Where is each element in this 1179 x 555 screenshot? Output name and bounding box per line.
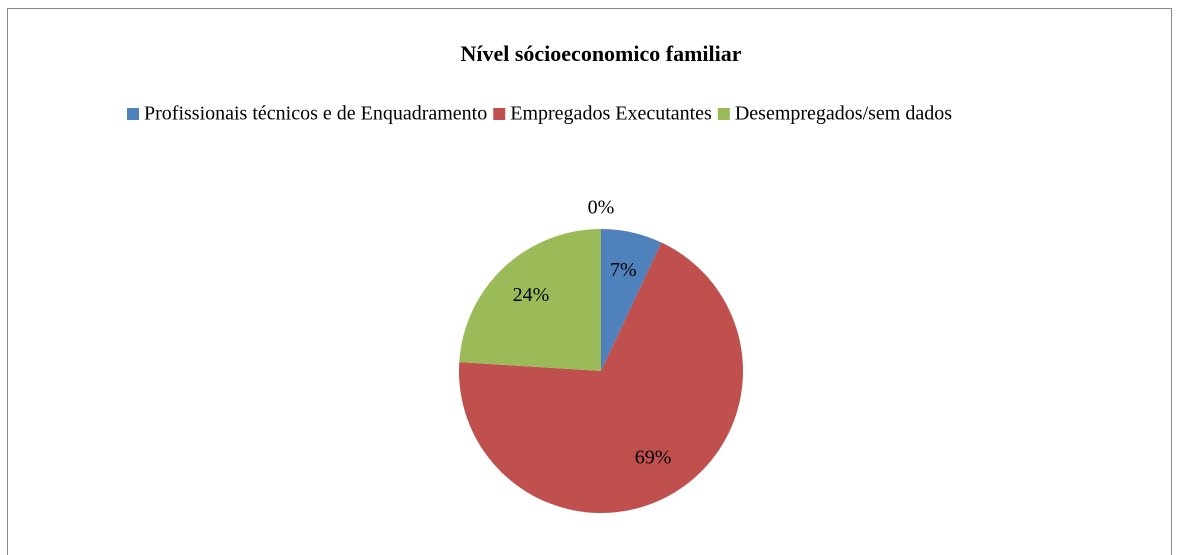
legend-label: Empregados Executantes [510, 103, 712, 125]
data-label: 69% [635, 447, 672, 469]
pie-slice [459, 242, 743, 513]
data-label: 24% [513, 284, 550, 306]
legend-label: Profissionais técnicos e de Enquadrament… [144, 103, 487, 125]
chart-title: Nível sócioeconomico familiar [460, 41, 741, 66]
pie-slice [459, 229, 601, 371]
legend-swatch [717, 108, 730, 120]
legend-swatch [493, 108, 506, 120]
data-label: 0% [588, 197, 615, 219]
pie-slice [601, 229, 662, 371]
legend-label: Desempregados/sem dados [735, 103, 952, 125]
data-label: 7% [610, 259, 637, 281]
legend-swatch [127, 108, 139, 120]
